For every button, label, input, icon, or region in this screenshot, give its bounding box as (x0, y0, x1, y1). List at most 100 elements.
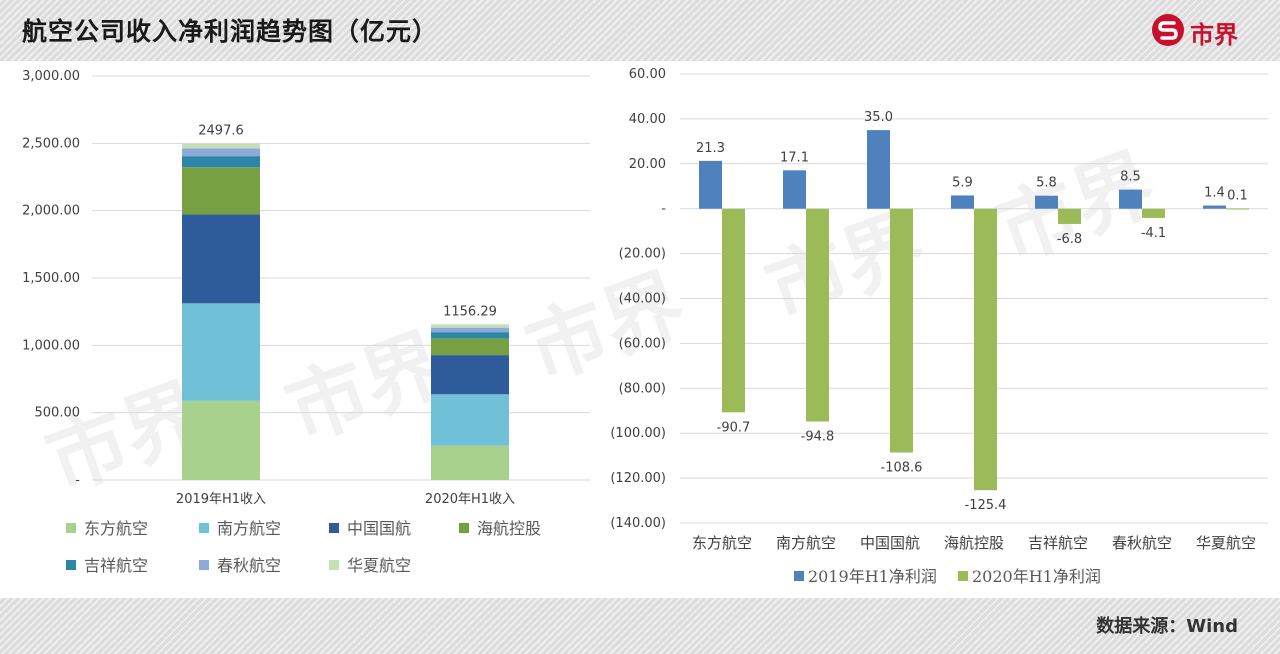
legend-label: 2019年H1净利润 (808, 567, 937, 586)
y-tick-label: (60.00) (619, 336, 666, 351)
bar-segment (182, 156, 260, 168)
bar-segment (431, 338, 509, 356)
legend-label: 中国国航 (347, 519, 411, 538)
y-tick-label: 3,000.00 (22, 69, 80, 84)
y-tick-label: 1,000.00 (22, 338, 80, 353)
bar-value-label: -108.6 (881, 461, 923, 476)
net-profit-chart: 60.00 40.00 20.00 - (20.00) (40.00) (60.00) (80… (610, 67, 1268, 586)
bar-segment (182, 214, 260, 304)
bar (890, 208, 913, 453)
bar-value-label: -6.8 (1057, 232, 1082, 247)
legend-label: 春秋航空 (217, 556, 281, 575)
legend-label: 南方航空 (217, 519, 281, 538)
brand-logo: 市界 (1150, 12, 1260, 50)
bar-total-label: 2497.6 (198, 124, 244, 139)
x-category-label: 南方航空 (776, 534, 836, 552)
legend-swatch (958, 571, 968, 581)
legend-label: 吉祥航空 (84, 556, 148, 575)
bar-segment (182, 400, 260, 480)
bar-total-label: 1156.29 (443, 304, 497, 319)
legend-swatch (66, 523, 76, 533)
charts-area: 市界 市界 市界 市界 市界 -500.001,000.001,500.002,000.… (22, 67, 1268, 586)
y-tick-label: (20.00) (619, 247, 666, 262)
y-tick-label: 40.00 (629, 112, 666, 127)
y-tick-label: 20.00 (629, 157, 666, 172)
y-tick-label: (100.00) (610, 426, 666, 441)
bar-segment (182, 303, 260, 401)
y-tick-label: 2,500.00 (22, 136, 80, 151)
bar (1035, 195, 1058, 209)
bar-value-label: 21.3 (696, 141, 725, 156)
brand-logo-text: 市界 (1190, 21, 1238, 49)
bar (1142, 208, 1165, 218)
legend-label: 东方航空 (84, 519, 148, 538)
panel-divider (596, 61, 597, 598)
bar-value-label: 8.5 (1120, 170, 1141, 185)
legend-swatch (459, 523, 469, 533)
x-category-label: 春秋航空 (1112, 534, 1172, 552)
revenue-stacked-chart: - 500.00 1,000.00 1,500.00 2,000.00 2,500.00 3… (22, 69, 590, 575)
bar-segment (431, 445, 509, 480)
bar-segment (182, 167, 260, 215)
footer-bar: 数据来源：Wind (0, 598, 1280, 654)
bar-value-label: -4.1 (1141, 226, 1166, 241)
bar-segment (431, 355, 509, 395)
bar (1058, 208, 1081, 224)
bar-value-label: -90.7 (717, 420, 751, 435)
bar (951, 195, 974, 209)
bar (1226, 208, 1249, 210)
header-bar: 航空公司收入净利润趋势图（亿元） 市界 (0, 0, 1280, 61)
legend-swatch (66, 560, 76, 570)
bar (806, 208, 829, 422)
y-tick-label: 2,000.00 (22, 204, 80, 219)
y-tick-label: 1,500.00 (22, 271, 80, 286)
bar-segment (431, 394, 509, 446)
y-tick-label: (40.00) (619, 292, 666, 307)
legend-swatch (199, 523, 209, 533)
bar-segment (431, 327, 509, 333)
x-category-label: 吉祥航空 (1028, 534, 1088, 552)
brand-logo-icon (1152, 14, 1184, 46)
x-category-label: 东方航空 (692, 534, 752, 552)
bar (1203, 205, 1226, 209)
legend-swatch (199, 560, 209, 570)
legend-swatch (794, 571, 804, 581)
data-source: 数据来源：Wind (1096, 616, 1238, 637)
bar (699, 160, 722, 209)
bar-value-label: -94.8 (801, 430, 835, 445)
x-category-label: 2020年H1收入 (425, 492, 515, 507)
x-category-label: 中国国航 (860, 534, 920, 552)
page-title: 航空公司收入净利润趋势图（亿元） (22, 17, 439, 46)
bar-value-label: -125.4 (965, 498, 1007, 513)
bar-value-label: 0.1 (1227, 188, 1248, 203)
bar (1119, 189, 1142, 209)
bar-segment (182, 143, 260, 149)
bar-value-label: 1.4 (1204, 186, 1225, 201)
x-category-label: 2019年H1收入 (176, 492, 266, 507)
bar (783, 170, 806, 209)
bar-segment (431, 332, 509, 339)
x-category-label: 华夏航空 (1196, 534, 1256, 552)
x-category-label: 海航控股 (944, 534, 1004, 552)
legend-label: 海航控股 (477, 519, 541, 538)
legend-swatch (329, 560, 339, 570)
legend-label: 2020年H1净利润 (972, 567, 1101, 586)
bar-segment (182, 148, 260, 157)
watermark: 市界 (275, 317, 457, 459)
bar-value-label: 5.9 (952, 175, 973, 190)
legend-swatch (329, 523, 339, 533)
bar-segment (431, 324, 509, 328)
bar (974, 208, 997, 491)
y-tick-label: (140.00) (610, 516, 666, 531)
bar-value-label: 35.0 (864, 110, 893, 125)
y-tick-label: - (75, 473, 80, 488)
bar-value-label: 5.8 (1036, 176, 1057, 191)
bar (722, 208, 745, 413)
y-tick-label: 60.00 (629, 67, 666, 82)
bar-value-label: 17.1 (780, 150, 809, 165)
y-tick-label: (80.00) (619, 381, 666, 396)
bar (867, 130, 890, 209)
y-tick-label: - (661, 202, 666, 217)
y-tick-label: 500.00 (35, 406, 81, 421)
y-tick-label: (120.00) (610, 471, 666, 486)
